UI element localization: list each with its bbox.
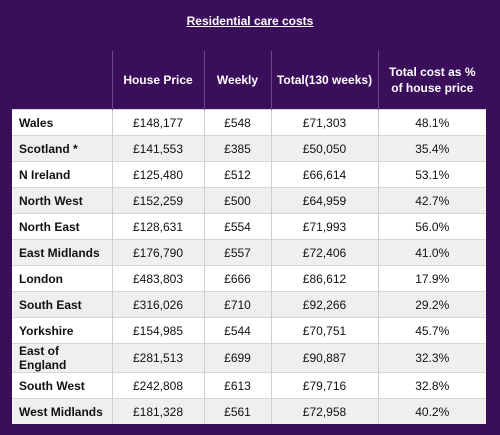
care-costs-table: House Price Weekly Total(130 weeks) Tota… xyxy=(12,51,486,424)
total-cell: £92,266 xyxy=(270,291,378,318)
table-row: South East £316,026 £710 £92,266 29.2% xyxy=(12,291,486,318)
region-cell: London xyxy=(12,265,112,292)
region-cell: South West xyxy=(12,372,112,399)
percent-cell: 48.1% xyxy=(377,109,486,136)
table-row: N Ireland £125,480 £512 £66,614 53.1% xyxy=(12,161,486,188)
header-total: Total(130 weeks) xyxy=(270,51,378,110)
table-row: Wales £148,177 £548 £71,303 48.1% xyxy=(12,109,486,136)
weekly-cell: £548 xyxy=(203,109,271,136)
region-cell: Yorkshire xyxy=(12,317,112,344)
weekly-cell: £710 xyxy=(203,291,271,318)
region-cell: North East xyxy=(12,213,112,240)
region-cell: N Ireland xyxy=(12,161,112,188)
table-row: Scotland * £141,553 £385 £50,050 35.4% xyxy=(12,135,486,162)
header-percent: Total cost as % of house price xyxy=(377,51,486,110)
total-cell: £72,406 xyxy=(270,239,378,266)
weekly-cell: £512 xyxy=(203,161,271,188)
house-price-cell: £242,808 xyxy=(111,372,204,399)
weekly-cell: £561 xyxy=(203,398,271,424)
house-price-cell: £316,026 xyxy=(111,291,204,318)
total-cell: £50,050 xyxy=(270,135,378,162)
table-row: North East £128,631 £554 £71,993 56.0% xyxy=(12,213,486,240)
percent-cell: 41.0% xyxy=(377,239,486,266)
total-cell: £71,303 xyxy=(270,109,378,136)
region-cell: East of England xyxy=(12,343,112,373)
table-row: West Midlands £181,328 £561 £72,958 40.2% xyxy=(12,398,486,424)
table-title: Residential care costs xyxy=(186,14,314,28)
weekly-cell: £554 xyxy=(203,213,271,240)
weekly-cell: £699 xyxy=(203,343,271,373)
region-cell: Scotland * xyxy=(12,135,112,162)
header-row: House Price Weekly Total(130 weeks) Tota… xyxy=(12,51,486,110)
house-price-cell: £141,553 xyxy=(111,135,204,162)
header-weekly: Weekly xyxy=(203,51,271,110)
region-cell: South East xyxy=(12,291,112,318)
table-row: London £483,803 £666 £86,612 17.9% xyxy=(12,265,486,292)
table-body: Wales £148,177 £548 £71,303 48.1% Scotland * £… xyxy=(12,109,486,424)
total-cell: £66,614 xyxy=(270,161,378,188)
total-cell: £64,959 xyxy=(270,187,378,214)
total-cell: £79,716 xyxy=(270,372,378,399)
house-price-cell: £281,513 xyxy=(111,343,204,373)
percent-cell: 56.0% xyxy=(377,213,486,240)
table-row: North West £152,259 £500 £64,959 42.7% xyxy=(12,187,486,214)
percent-cell: 45.7% xyxy=(377,317,486,344)
house-price-cell: £125,480 xyxy=(111,161,204,188)
total-cell: £90,887 xyxy=(270,343,378,373)
percent-cell: 53.1% xyxy=(377,161,486,188)
percent-cell: 42.7% xyxy=(377,187,486,214)
house-price-cell: £181,328 xyxy=(111,398,204,424)
house-price-cell: £176,790 xyxy=(111,239,204,266)
weekly-cell: £544 xyxy=(203,317,271,344)
house-price-cell: £128,631 xyxy=(111,213,204,240)
region-cell: Wales xyxy=(12,109,112,136)
house-price-cell: £154,985 xyxy=(111,317,204,344)
header-house-price: House Price xyxy=(111,51,204,110)
table-row: Yorkshire £154,985 £544 £70,751 45.7% xyxy=(12,317,486,344)
total-cell: £86,612 xyxy=(270,265,378,292)
percent-cell: 40.2% xyxy=(377,398,486,424)
table-row: East Midlands £176,790 £557 £72,406 41.0% xyxy=(12,239,486,266)
weekly-cell: £666 xyxy=(203,265,271,292)
house-price-cell: £148,177 xyxy=(111,109,204,136)
percent-cell: 29.2% xyxy=(377,291,486,318)
region-cell: West Midlands xyxy=(12,398,112,424)
house-price-cell: £483,803 xyxy=(111,265,204,292)
table-row: South West £242,808 £613 £79,716 32.8% xyxy=(12,372,486,399)
region-cell: North West xyxy=(12,187,112,214)
percent-cell: 32.8% xyxy=(377,372,486,399)
weekly-cell: £385 xyxy=(203,135,271,162)
percent-cell: 32.3% xyxy=(377,343,486,373)
weekly-cell: £557 xyxy=(203,239,271,266)
table-row: East of England £281,513 £699 £90,887 32.3% xyxy=(12,343,486,373)
total-cell: £71,993 xyxy=(270,213,378,240)
total-cell: £72,958 xyxy=(270,398,378,424)
house-price-cell: £152,259 xyxy=(111,187,204,214)
weekly-cell: £500 xyxy=(203,187,271,214)
weekly-cell: £613 xyxy=(203,372,271,399)
percent-cell: 17.9% xyxy=(377,265,486,292)
percent-cell: 35.4% xyxy=(377,135,486,162)
total-cell: £70,751 xyxy=(270,317,378,344)
header-region xyxy=(12,51,112,110)
region-cell: East Midlands xyxy=(12,239,112,266)
